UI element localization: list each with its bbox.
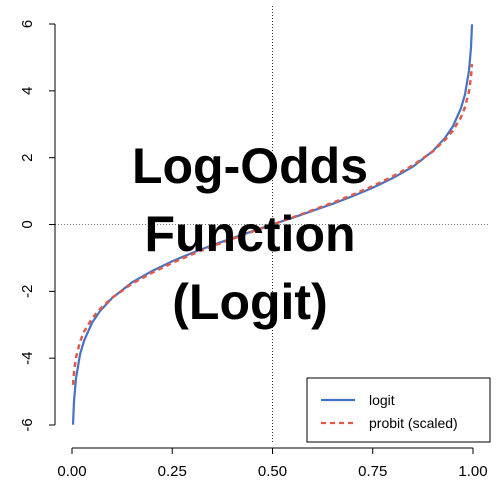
legend-label-1: probit (scaled) [369, 415, 458, 431]
series-line-1 [71, 64, 474, 385]
x-tick-label: 0.75 [358, 463, 387, 480]
y-tick-label: 4 [19, 87, 36, 95]
x-tick-label: 0.00 [57, 463, 86, 480]
legend-label-0: logit [369, 392, 395, 408]
x-tick-label: 1.00 [458, 463, 487, 480]
legend: logit probit (scaled) [306, 377, 491, 443]
reference-lines [55, 6, 490, 442]
y-tick-label: -4 [19, 351, 36, 364]
x-tick-label: 0.25 [158, 463, 187, 480]
axes: -6 -4 -2 0 2 4 6 0.00 0.25 0.50 0.75 1.00 [19, 20, 488, 480]
legend-box [306, 377, 491, 443]
series-line-0 [71, 24, 474, 425]
y-tick-label: 2 [19, 153, 36, 161]
y-tick-label: -6 [19, 418, 36, 431]
y-tick-label: 0 [19, 220, 36, 228]
series-layer [71, 24, 474, 425]
x-tick-label: 0.50 [258, 463, 287, 480]
y-tick-label: -2 [19, 285, 36, 298]
y-tick-label: 6 [19, 20, 36, 28]
